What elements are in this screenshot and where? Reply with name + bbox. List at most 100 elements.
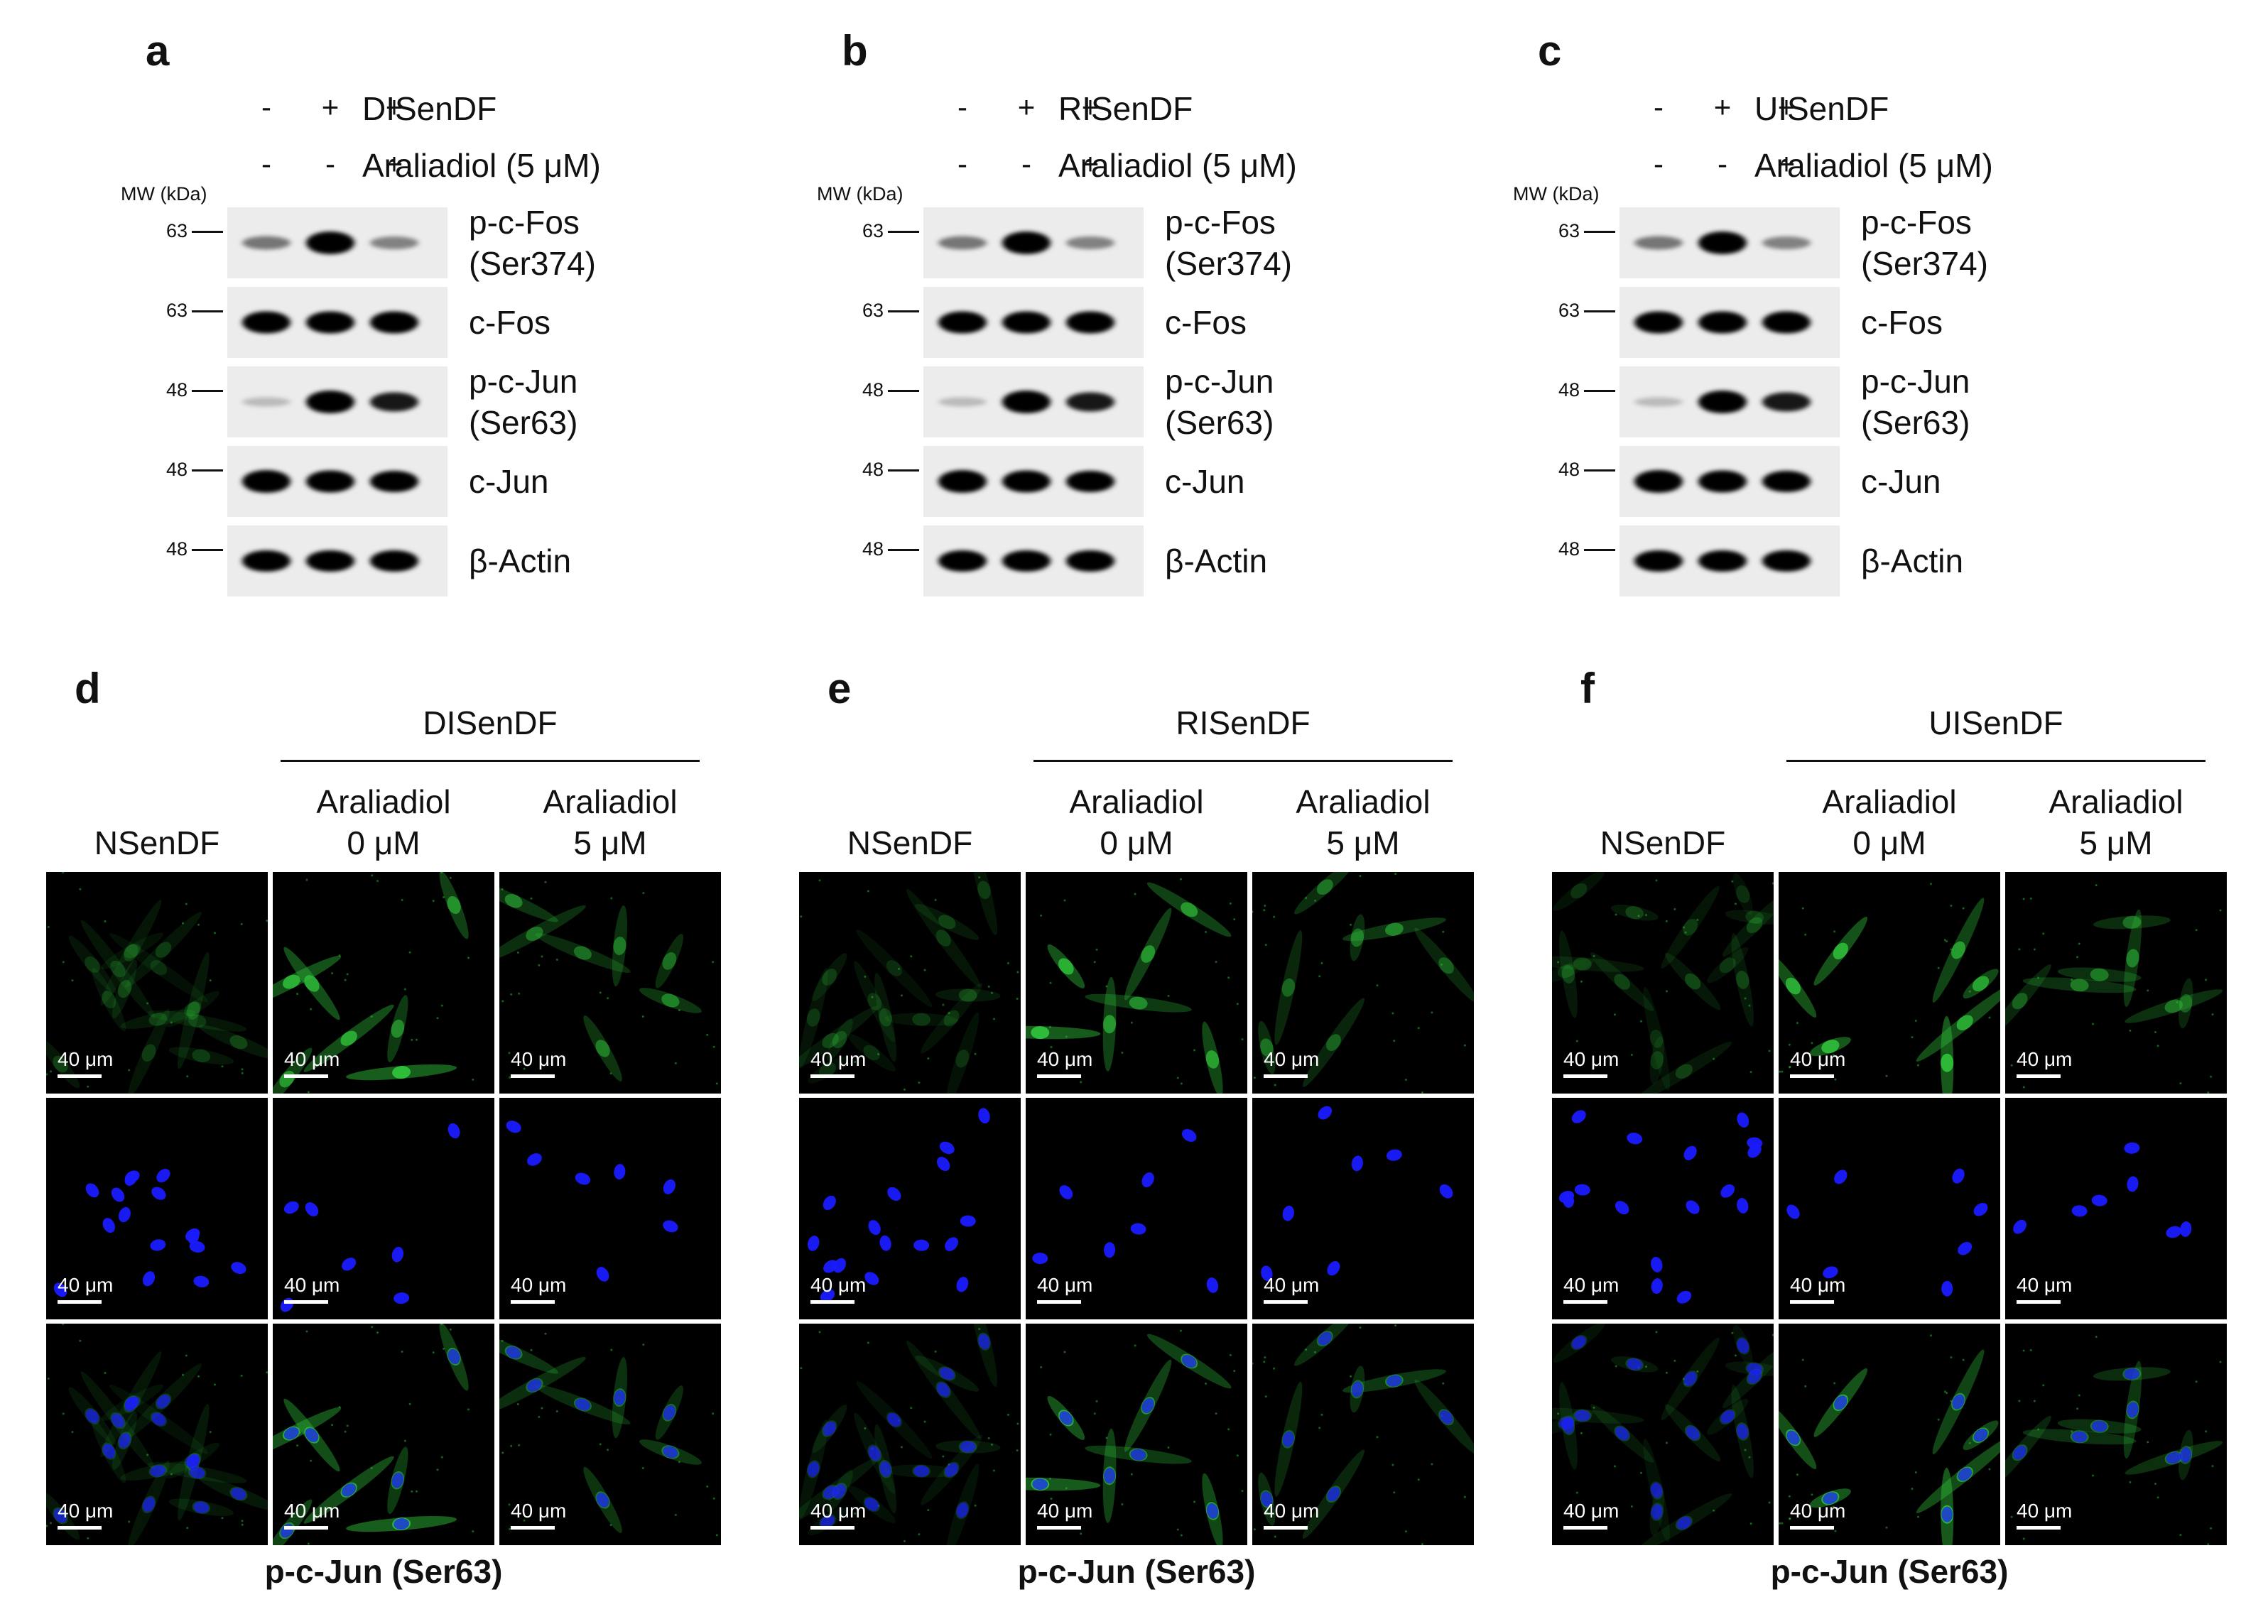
speckle [1613, 1465, 1616, 1468]
nuclear-signal [1736, 885, 1750, 903]
scale-bar-label: 40 μm [511, 1048, 567, 1070]
nucleus [1627, 1358, 1643, 1370]
speckle [1665, 920, 1668, 922]
nucleus [124, 1397, 138, 1412]
western-blot-panel-b: b - + + - - + RISenDF Araliadiol (5 μM) MW (kDa) 6… [817, 0, 1485, 611]
panel-caption: p-c-Jun (Ser63) [264, 1553, 503, 1590]
nucleus [575, 1398, 591, 1411]
blot-band [306, 391, 354, 413]
nucleus [119, 1432, 131, 1449]
speckle [1180, 1082, 1183, 1085]
speckle [1911, 1036, 1914, 1039]
nucleus [2071, 1205, 2088, 1217]
speckle [2210, 1527, 2213, 1530]
cell-body [1643, 986, 1671, 1091]
mw-marker: 63 [166, 220, 188, 241]
speckle [501, 1339, 504, 1342]
treatment-sign: - [1021, 147, 1031, 180]
speckle [1016, 998, 1019, 1001]
speckle [1393, 1491, 1396, 1494]
speckle [2129, 1029, 2132, 1032]
cell-body [921, 983, 983, 1054]
speckle [1049, 1433, 1052, 1436]
nucleus [1615, 1427, 1629, 1441]
nucleus [1318, 1106, 1333, 1120]
protein-label: β-Actin [1165, 543, 1268, 579]
scale-bar [511, 1300, 555, 1304]
speckle [209, 979, 212, 982]
nucleus [1562, 1418, 1575, 1434]
nuclear-signal [1956, 1015, 1973, 1030]
treatment-sign: + [1777, 147, 1796, 180]
nucleus [1737, 1338, 1749, 1353]
nucleus [2013, 1445, 2026, 1460]
nucleus [53, 1282, 67, 1297]
nuclear-signal [188, 1014, 207, 1028]
speckle [1946, 940, 1948, 943]
speckle [449, 1328, 452, 1331]
speckle [213, 932, 216, 934]
blot-strip [923, 446, 1144, 517]
mw-marker: 63 [862, 300, 884, 321]
speckle [432, 900, 435, 903]
speckle [240, 922, 243, 925]
nucleus [1351, 1381, 1363, 1397]
speckle [678, 1009, 680, 1012]
speckle [1804, 1385, 1807, 1388]
nucleus [1327, 1487, 1340, 1502]
nucleus [231, 1488, 246, 1500]
nucleus [1351, 1155, 1363, 1172]
nucleus [1181, 1355, 1197, 1368]
nucleus [1571, 1110, 1586, 1123]
blot-band [1762, 392, 1811, 412]
speckle [62, 961, 65, 964]
scale-bar [58, 1300, 102, 1304]
speckle [2205, 979, 2208, 981]
nuclear-signal [1129, 996, 1148, 1010]
scale-bar [284, 1526, 328, 1530]
blot-strip [923, 207, 1144, 278]
speckle [2029, 1348, 2032, 1351]
nucleus [1747, 1363, 1763, 1375]
speckle [1264, 904, 1266, 907]
speckle [518, 1444, 521, 1446]
speckle [1748, 1004, 1751, 1007]
speckle [1313, 1351, 1316, 1353]
scale-bar [1037, 1300, 1081, 1304]
group-title: DISenDF [423, 704, 558, 741]
speckle [1350, 1375, 1352, 1378]
speckle [607, 1449, 609, 1451]
speckle [440, 1324, 443, 1326]
speckle [903, 1539, 906, 1542]
speckle [544, 1332, 547, 1335]
speckle [1180, 1534, 1183, 1537]
scale-bar [1563, 1074, 1607, 1078]
cell-body [1590, 952, 1654, 1011]
nucleus [85, 1183, 99, 1198]
nuclear-signal [613, 937, 626, 956]
nucleus [1282, 1205, 1294, 1221]
speckle [241, 1523, 244, 1526]
speckle [2219, 909, 2222, 912]
speckle [1359, 875, 1362, 878]
micrograph-blue-dose5: 40 μm [499, 1098, 721, 1319]
speckle [1350, 923, 1352, 926]
speckle [2018, 1400, 2021, 1402]
column-label-dose5: Araliadiol 5 μM [543, 783, 678, 861]
speckle [1274, 1084, 1276, 1086]
nuclear-signal [886, 960, 902, 976]
nucleus [2091, 1420, 2107, 1432]
mw-tick [192, 469, 223, 472]
speckle [1804, 933, 1807, 936]
nuclear-signal [1316, 879, 1333, 895]
blot-band [370, 311, 418, 334]
treatment-sign: - [261, 90, 271, 124]
micrograph-blue-dose0: 40 μm [1779, 1098, 2000, 1319]
speckle [472, 1530, 474, 1533]
cell-body [101, 932, 164, 969]
nuclear-signal [148, 1013, 168, 1026]
blot-strip [923, 366, 1144, 437]
speckle [241, 1068, 244, 1071]
nuclear-signal [124, 944, 141, 959]
blot-band [1762, 311, 1811, 334]
